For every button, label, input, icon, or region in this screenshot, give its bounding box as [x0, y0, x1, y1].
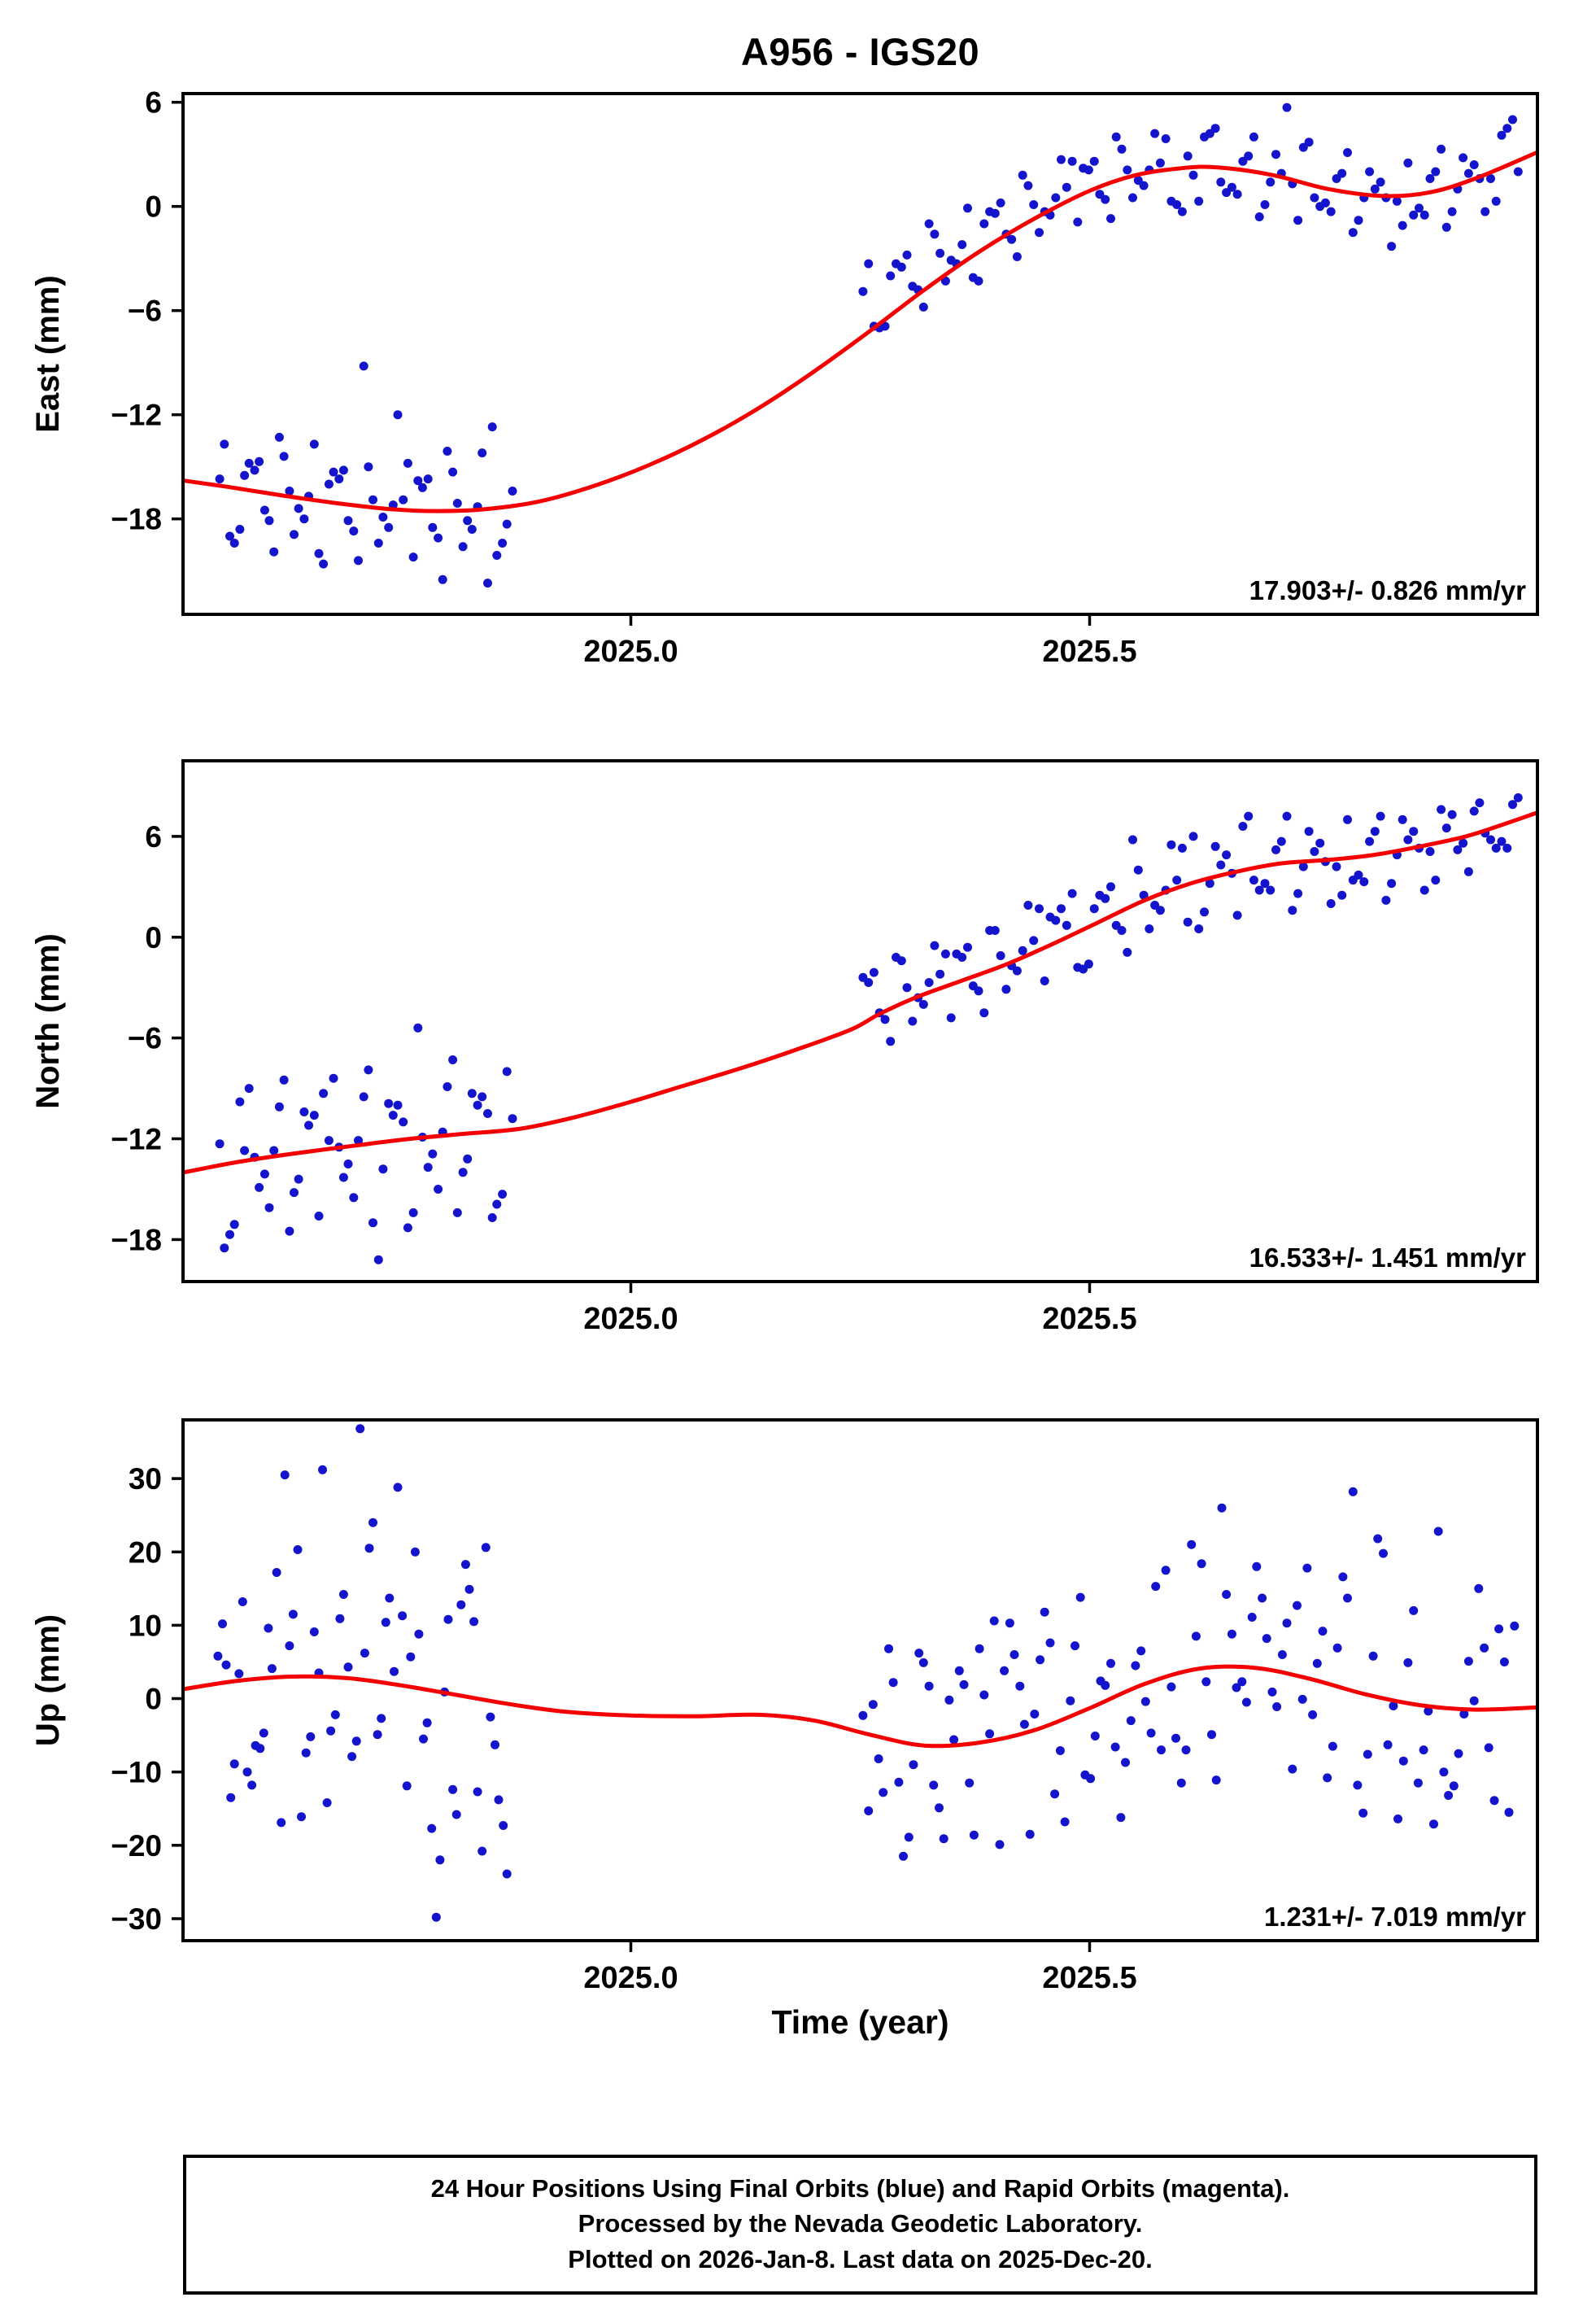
- y-tick-label: −6: [128, 295, 162, 328]
- y-tick-label: 0: [145, 190, 162, 224]
- rate-annotation: 17.903+/- 0.826 mm/yr: [1249, 575, 1526, 605]
- y-tick-label: −18: [111, 1223, 162, 1256]
- y-axis-title: East (mm): [30, 275, 66, 432]
- x-tick-label: 2025.5: [1042, 1302, 1136, 1336]
- up-panel: 30 20 10 0 −10 −20 −30 2025.0 2025.5 Up (mm) 1.231…: [0, 1400, 1596, 2018]
- y-tick-label: 0: [145, 921, 162, 954]
- east-panel: 6 0 −6 −12 −18 2025.0 2025.5 East (mm) 17.903+/-…: [0, 73, 1596, 692]
- x-tick-label: 2025.5: [1042, 1961, 1136, 1995]
- y-tick-label: −12: [111, 1123, 162, 1156]
- x-axis-label: Time (year): [771, 2003, 949, 2041]
- footer-note: 24 Hour Positions Using Final Orbits (bl…: [183, 2155, 1537, 2295]
- y-tick-label: 6: [145, 820, 162, 854]
- y-tick-label: −12: [111, 399, 162, 432]
- plot-frame: [181, 759, 1539, 1283]
- plot-title: A956 - IGS20: [740, 30, 980, 73]
- up-plot: 30 20 10 0 −10 −20 −30 2025.0 2025.5 Up (mm) 1.231…: [30, 1418, 1539, 1995]
- footer-line-2: Processed by the Nevada Geodetic Laborat…: [578, 2209, 1143, 2238]
- trend-line: [183, 810, 1537, 1175]
- plot-frame: [181, 1418, 1539, 1942]
- footer-line-1: 24 Hour Positions Using Final Orbits (bl…: [430, 2174, 1290, 2203]
- y-tick-label: 20: [129, 1535, 162, 1569]
- y-tick-label: −6: [128, 1022, 162, 1055]
- y-axis-title: Up (mm): [30, 1614, 66, 1746]
- plot-frame: [181, 92, 1539, 616]
- rate-annotation: 16.533+/- 1.451 mm/yr: [1249, 1243, 1526, 1273]
- east-plot: 6 0 −6 −12 −18 2025.0 2025.5 East (mm) 17.903+/-…: [30, 86, 1539, 669]
- footer-line-3: Plotted on 2026-Jan-8. Last data on 2025…: [568, 2244, 1153, 2273]
- data-points: [215, 103, 1523, 588]
- axis-tick-labels: 6 0 −6 −12 −18 2025.0 2025.5: [111, 820, 1136, 1336]
- y-tick-label: −20: [111, 1829, 162, 1863]
- y-tick-label: −10: [111, 1756, 162, 1789]
- x-tick-label: 2025.5: [1042, 635, 1136, 669]
- y-tick-label: 0: [145, 1683, 162, 1716]
- data-points: [213, 1424, 1520, 1922]
- axis-tick-labels: 6 0 −6 −12 −18 2025.0 2025.5: [111, 86, 1136, 669]
- north-plot: 6 0 −6 −12 −18 2025.0 2025.5 North (mm) 16.533+/…: [30, 759, 1539, 1336]
- y-tick-label: 10: [129, 1609, 162, 1642]
- y-tick-label: −30: [111, 1902, 162, 1936]
- y-axis-title: North (mm): [30, 933, 66, 1109]
- axis-tick-labels: 30 20 10 0 −10 −20 −30 2025.0 2025.5: [111, 1462, 1136, 1995]
- x-tick-label: 2025.0: [583, 1961, 678, 1995]
- rate-annotation: 1.231+/- 7.019 mm/yr: [1264, 1902, 1526, 1932]
- trend-line: [183, 1664, 1537, 1749]
- trend-line: [183, 151, 1537, 513]
- y-tick-label: −18: [111, 503, 162, 536]
- data-points: [215, 793, 1523, 1264]
- x-tick-label: 2025.0: [583, 635, 678, 669]
- y-tick-label: 30: [129, 1462, 162, 1496]
- north-panel: 6 0 −6 −12 −18 2025.0 2025.5 North (mm) 16.533+/…: [0, 740, 1596, 1359]
- x-tick-label: 2025.0: [583, 1302, 678, 1336]
- y-tick-label: 6: [145, 86, 162, 120]
